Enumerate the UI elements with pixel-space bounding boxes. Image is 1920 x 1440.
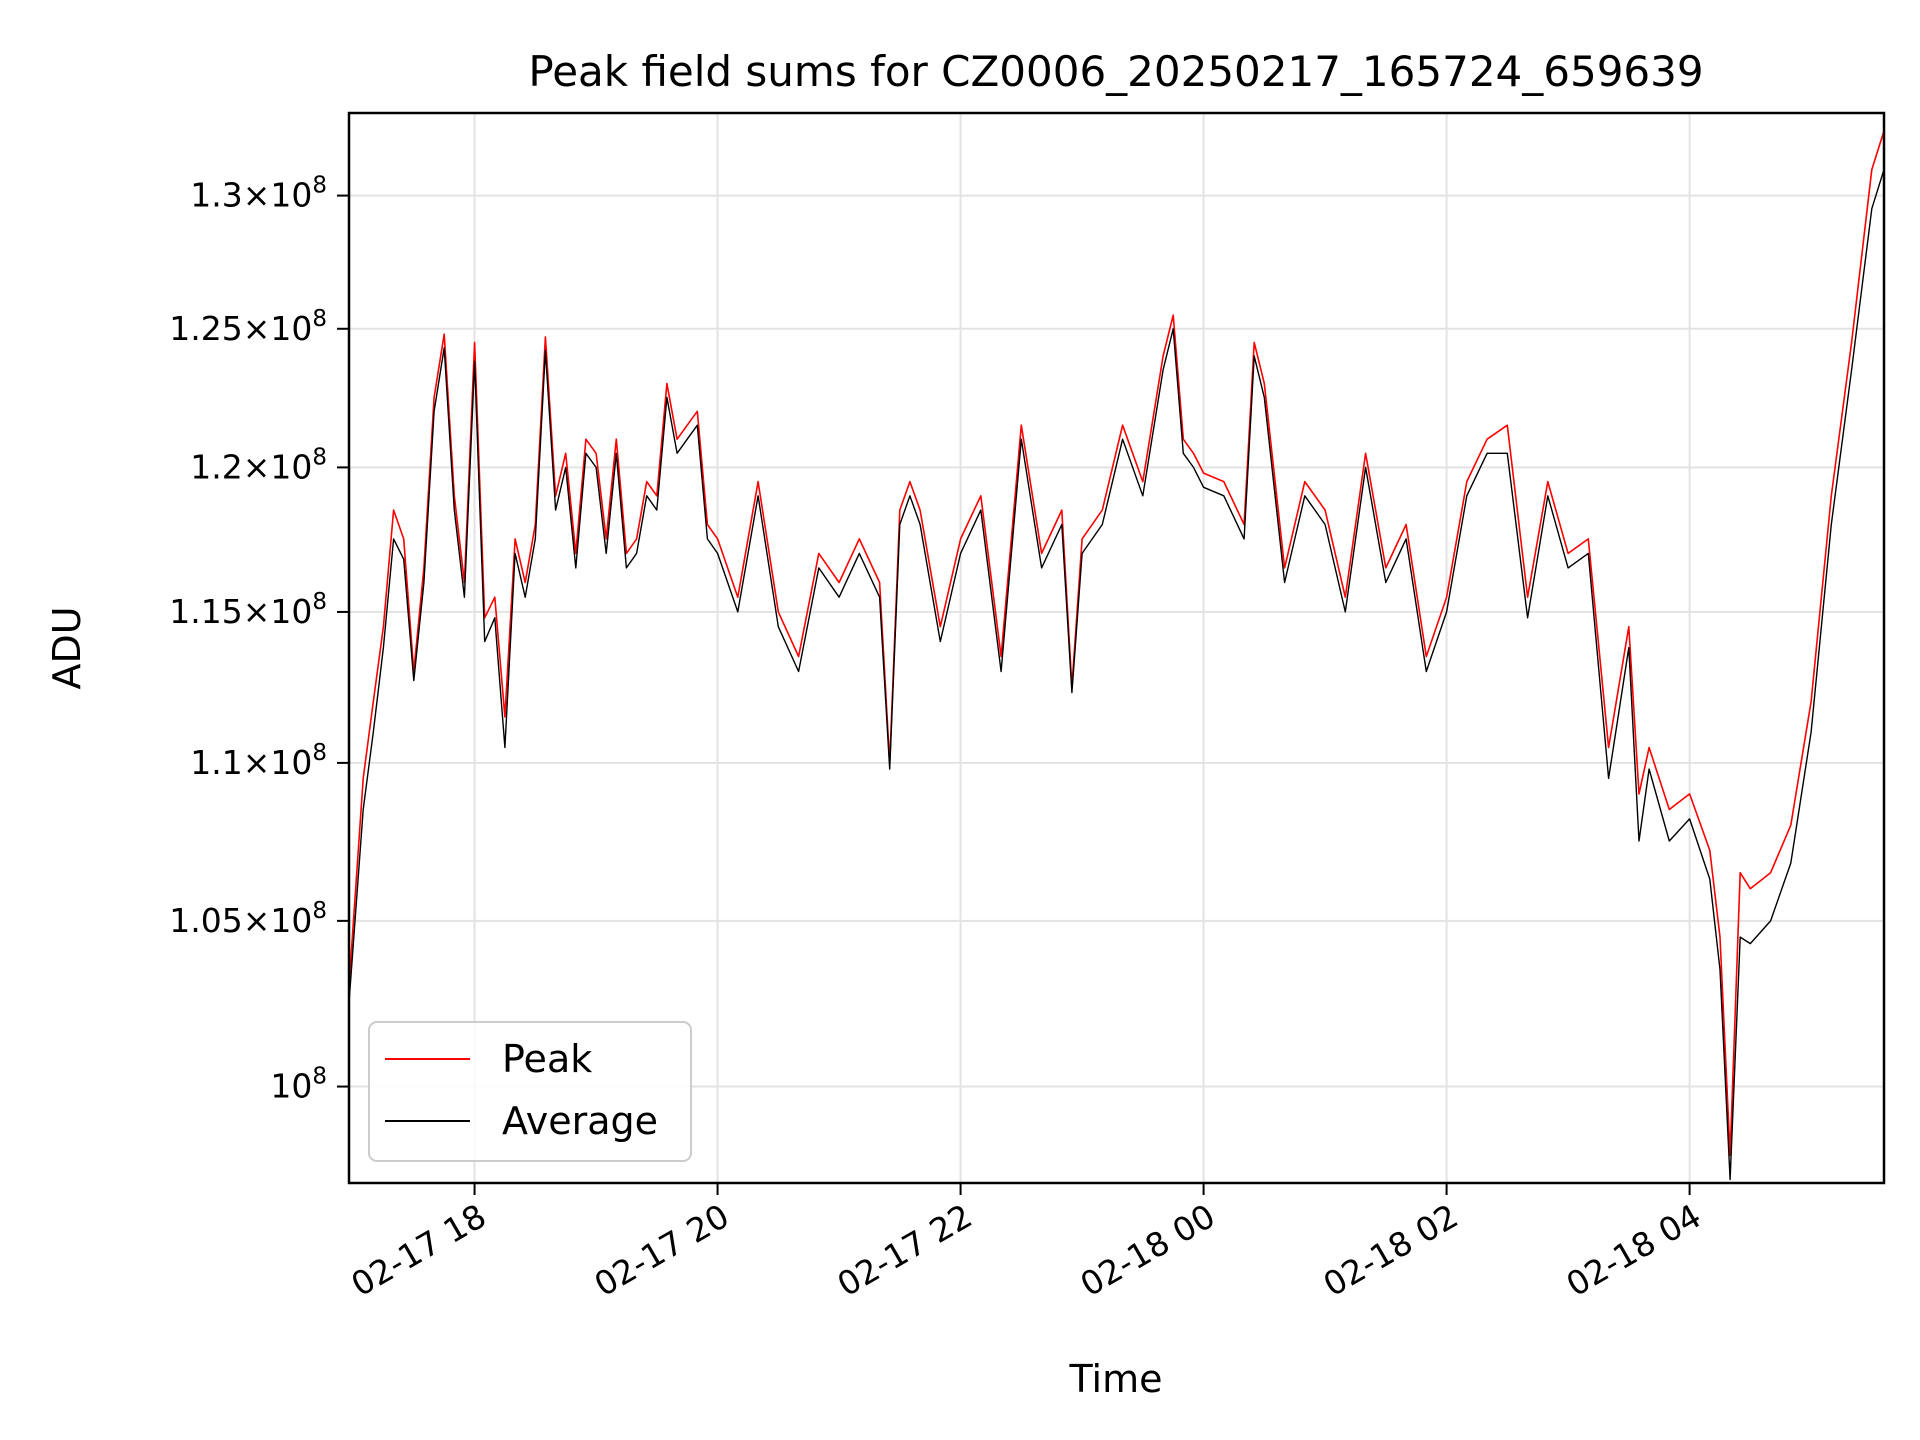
series-layer xyxy=(348,130,1885,1181)
y-tick-label-1: 1.05×108 xyxy=(169,898,327,940)
grid xyxy=(349,113,1884,1183)
series-line-average xyxy=(348,169,1885,1181)
series-line-peak xyxy=(348,130,1885,1156)
x-tick-label-5: 02-18 04 xyxy=(1560,1196,1708,1304)
y-axis-label: ADU xyxy=(45,606,89,689)
y-tick-label-3: 1.15×108 xyxy=(169,589,327,631)
x-tick-label-0: 02-17 18 xyxy=(345,1196,493,1304)
y-tick-label-2: 1.1×108 xyxy=(190,740,327,782)
legend-box xyxy=(368,1021,692,1162)
x-tick-label-2: 02-17 22 xyxy=(831,1196,979,1304)
y-tick-label-4: 1.2×108 xyxy=(190,444,327,486)
x-tick-label-3: 02-18 00 xyxy=(1074,1196,1222,1304)
y-tick-label-5: 1.25×108 xyxy=(169,306,327,348)
plot-frame xyxy=(347,111,1886,1185)
y-tick-label-6: 1.3×108 xyxy=(190,173,327,215)
x-tick-label-4: 02-18 02 xyxy=(1317,1196,1465,1304)
legend: Peak Average xyxy=(368,1021,692,1162)
legend-peak-label: Peak xyxy=(502,1037,592,1081)
x-axis-label: Time xyxy=(1069,1357,1163,1401)
x-tick-label-1: 02-17 20 xyxy=(588,1196,736,1304)
y-tick-label-0: 108 xyxy=(270,1064,327,1106)
chart-title: Peak field sums for CZ0006_20250217_1657… xyxy=(528,47,1703,96)
legend-average-label: Average xyxy=(502,1099,658,1143)
